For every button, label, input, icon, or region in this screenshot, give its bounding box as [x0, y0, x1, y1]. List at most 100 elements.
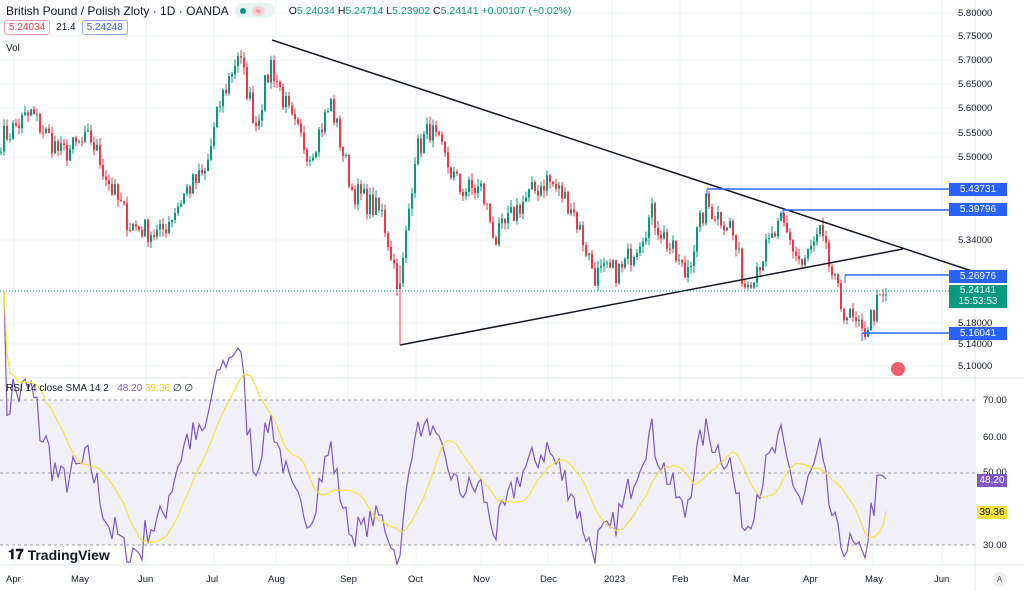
candle-body — [756, 267, 758, 283]
candle-body — [249, 92, 251, 99]
symbol-title[interactable]: British Pound / Polish Zloty · 1D · OAND… — [6, 3, 229, 18]
candle-body — [645, 238, 647, 242]
candle-body — [81, 141, 83, 143]
time-tick: Mar — [733, 574, 750, 585]
candle-body — [219, 106, 221, 108]
candle-body — [822, 225, 824, 237]
candle-body — [102, 164, 104, 177]
candle-body — [168, 222, 170, 234]
candle-body — [132, 224, 134, 231]
candle-body — [468, 179, 470, 192]
candle-body — [156, 229, 158, 237]
candle-body — [474, 187, 476, 194]
candle-body — [138, 226, 140, 230]
candle-body — [105, 176, 107, 181]
time-tick: Jun — [934, 574, 950, 585]
candle-body — [273, 60, 275, 82]
candle-body — [285, 95, 287, 108]
candle-body — [336, 118, 338, 123]
candle-body — [444, 141, 446, 153]
level-label[interactable]: 5.39796 — [949, 203, 1007, 216]
candle-body — [738, 248, 740, 250]
price-tick: 5.14000 — [958, 339, 993, 350]
candle-body — [324, 112, 326, 133]
candle-body — [744, 283, 746, 288]
candle-body — [732, 220, 734, 236]
candle-body — [429, 124, 431, 141]
candle-body — [12, 123, 14, 139]
spread: 21.4 — [56, 22, 76, 33]
candle-body — [321, 129, 323, 133]
candle-body — [453, 171, 455, 178]
candle-body — [174, 212, 176, 221]
candle-body — [861, 319, 863, 329]
price-tick: 5.10000 — [958, 361, 993, 372]
candle-body — [228, 76, 230, 94]
candle-body — [498, 223, 500, 245]
candle-body — [33, 109, 35, 115]
candle-body — [675, 240, 677, 261]
candle-body — [795, 251, 797, 256]
candle-body — [66, 144, 68, 161]
candle-body — [780, 213, 782, 221]
candle-body — [885, 294, 887, 296]
price-tick: 5.55000 — [958, 128, 993, 139]
candle-body — [63, 143, 65, 145]
candle-body — [492, 221, 494, 238]
candle-body — [180, 203, 182, 207]
rsi-legend[interactable]: RSI 14 close SMA 14 2 48.20 39.36 ∅ ∅ — [6, 383, 194, 394]
candle-body — [93, 142, 95, 151]
candle-body — [450, 167, 452, 178]
candle-body — [471, 179, 473, 188]
candle-body — [162, 224, 164, 230]
candle-body — [798, 255, 800, 260]
tradingview-logo[interactable]: 𝟏𝟕 TradingView — [8, 546, 110, 563]
candle-body — [630, 248, 632, 266]
candle-body — [339, 118, 341, 148]
candle-body — [423, 134, 425, 154]
candle-body — [96, 144, 98, 151]
candle-body — [789, 232, 791, 241]
candle-body — [195, 174, 197, 183]
market-status[interactable]: ≈ — [234, 3, 275, 18]
candle-body — [183, 193, 185, 204]
candle-body — [531, 182, 533, 190]
candle-body — [99, 144, 101, 165]
level-label[interactable]: 5.26976 — [949, 270, 1007, 283]
candle-body — [879, 294, 881, 296]
auto-scale-button[interactable]: A — [992, 572, 1007, 587]
candle-body — [807, 249, 809, 259]
candle-body — [225, 90, 227, 94]
candle-body — [600, 265, 602, 268]
candle-body — [813, 241, 815, 246]
sell-price[interactable]: 5.24034 — [4, 20, 51, 35]
candle-body — [309, 160, 311, 162]
candle-body — [681, 259, 683, 263]
candle-body — [621, 263, 623, 268]
candle-body — [612, 260, 614, 268]
candle-body — [201, 170, 203, 174]
buy-price[interactable]: 5.24248 — [81, 20, 128, 35]
candle-body — [276, 81, 278, 83]
candle-body — [489, 203, 491, 222]
level-label[interactable]: 5.43731 — [949, 183, 1007, 196]
candle-body — [486, 203, 488, 205]
symbol-header: British Pound / Polish Zloty · 1D · OAND… — [6, 3, 571, 18]
candle-body — [75, 137, 77, 142]
wave-icon: ≈ — [251, 5, 265, 16]
candle-body — [288, 95, 290, 106]
candle-body — [753, 282, 755, 288]
candle-body — [582, 225, 584, 246]
candle-body — [696, 227, 698, 252]
candle-body — [360, 184, 362, 194]
level-label[interactable]: 5.16041 — [949, 327, 1007, 340]
candle-body — [222, 90, 224, 107]
candle-body — [123, 201, 125, 204]
candle-body — [765, 239, 767, 262]
candle-body — [693, 251, 695, 266]
candle-body — [540, 186, 542, 196]
candle-body — [624, 258, 626, 268]
candle-body — [771, 233, 773, 238]
candle-body — [678, 259, 680, 261]
